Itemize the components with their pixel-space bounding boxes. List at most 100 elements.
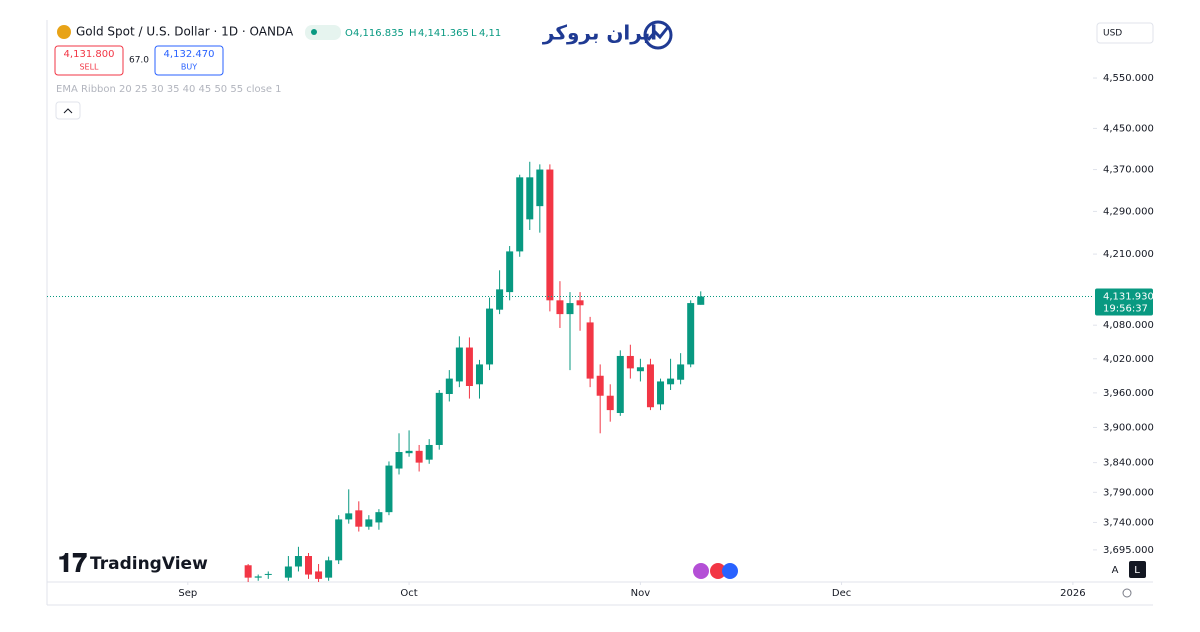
candle-body xyxy=(375,512,383,523)
logo-icon xyxy=(643,20,673,50)
x-tick-label: 2026 xyxy=(1060,588,1085,599)
candle-body xyxy=(435,392,443,445)
sell-label: SELL xyxy=(79,63,99,72)
candle-body xyxy=(496,289,504,310)
collapse-icon xyxy=(63,108,73,114)
x-tick-label: Oct xyxy=(400,588,417,599)
buy-button[interactable] xyxy=(154,45,224,76)
candle-body xyxy=(284,566,292,578)
candle-body xyxy=(385,465,393,513)
o-label: O xyxy=(345,28,353,39)
candle-body xyxy=(305,556,312,575)
candle-body xyxy=(465,347,473,387)
candle-body xyxy=(475,364,483,385)
l-label: L xyxy=(471,28,477,39)
spread: 67.0 xyxy=(129,56,149,66)
auto-label: A xyxy=(1112,565,1119,576)
candle-body xyxy=(244,565,252,578)
sell-price: 4,131.800 xyxy=(64,49,115,60)
candle-body xyxy=(526,177,534,220)
candle-body xyxy=(596,375,604,396)
candle-body xyxy=(586,322,594,379)
countdown: 19:56:37 xyxy=(1103,304,1148,315)
y-tick-label: 3,695.000 xyxy=(1103,545,1154,556)
candle-body xyxy=(606,395,614,411)
x-tick-label: Nov xyxy=(631,588,651,599)
candle-body xyxy=(415,450,423,463)
y-tick-label: 3,740.000 xyxy=(1103,517,1154,528)
price-label: 4,131.930 xyxy=(1103,292,1154,303)
candle-body xyxy=(646,364,654,408)
candle-body xyxy=(626,355,634,369)
brand: TradingView xyxy=(90,554,208,574)
price-tag xyxy=(1095,288,1153,316)
candle-body xyxy=(546,169,554,301)
collapse-button[interactable] xyxy=(55,101,81,120)
brand-icon: 𝟏𝟕 xyxy=(58,549,87,579)
sell-button[interactable] xyxy=(54,45,124,76)
symbol-icon xyxy=(57,25,71,39)
candle-body xyxy=(536,169,544,207)
candle-body xyxy=(294,556,302,567)
candle-body xyxy=(616,355,624,413)
candle-body xyxy=(455,347,463,382)
candle-body xyxy=(395,452,403,469)
candle-body xyxy=(657,381,665,405)
candle-body xyxy=(365,519,373,527)
y-tick-label: 3,840.000 xyxy=(1103,458,1154,469)
y-tick-label: 4,370.000 xyxy=(1103,165,1154,176)
y-tick-label: 4,450.000 xyxy=(1103,123,1154,134)
candle-body xyxy=(576,300,584,306)
log-button[interactable] xyxy=(1129,561,1146,578)
candle-body xyxy=(264,573,272,575)
indicator: EMA Ribbon 20 25 30 35 40 45 50 55 close… xyxy=(56,84,282,95)
buy-label: BUY xyxy=(181,63,197,72)
auto-button[interactable] xyxy=(1107,561,1124,578)
y-tick-label: 4,080.000 xyxy=(1103,320,1154,331)
candle-body xyxy=(566,303,574,315)
event-icon xyxy=(710,563,726,579)
o-value: 4,116.835 xyxy=(353,28,404,39)
status xyxy=(305,25,341,40)
currency-button[interactable] xyxy=(1096,22,1154,44)
logo-icon xyxy=(646,26,670,41)
candle-body xyxy=(667,378,675,385)
symbol: Gold Spot / U.S. Dollar · 1D · OANDA xyxy=(76,25,294,39)
candle-body xyxy=(405,450,413,454)
candle-body xyxy=(556,300,564,315)
candle-body xyxy=(345,513,353,520)
y-tick-label: 3,960.000 xyxy=(1103,388,1154,399)
l-value: 4,11 xyxy=(479,28,501,39)
h-label: H xyxy=(409,28,417,39)
y-tick-label: 4,020.000 xyxy=(1103,354,1154,365)
status-dot xyxy=(311,29,317,35)
candle-body xyxy=(254,576,262,578)
y-tick-label: 4,290.000 xyxy=(1103,206,1154,217)
y-tick-label: 3,790.000 xyxy=(1103,487,1154,498)
candle-body xyxy=(355,510,363,527)
candle-body xyxy=(687,303,695,365)
candle-body xyxy=(697,296,705,305)
candle-body xyxy=(425,444,433,460)
candle-body xyxy=(445,378,453,395)
event-icon xyxy=(722,563,738,579)
currency: USD xyxy=(1103,29,1122,39)
event-icon xyxy=(693,563,709,579)
candle-body xyxy=(506,251,514,293)
settings-icon[interactable] xyxy=(1122,588,1132,598)
candle-body xyxy=(677,364,685,380)
x-tick-label: Dec xyxy=(832,588,851,599)
logo: ایران بروکر xyxy=(542,21,657,45)
candle-body xyxy=(315,571,323,579)
x-tick-label: Sep xyxy=(178,588,197,599)
candle-body xyxy=(636,367,644,372)
buy-price: 4,132.470 xyxy=(164,49,215,60)
y-tick-label: 4,550.000 xyxy=(1103,73,1154,84)
candle-body xyxy=(486,308,494,365)
y-tick-label: 4,210.000 xyxy=(1103,249,1154,260)
h-value: 4,141.365 xyxy=(418,28,469,39)
y-tick-label: 3,900.000 xyxy=(1103,422,1154,433)
candle-body xyxy=(335,519,343,561)
